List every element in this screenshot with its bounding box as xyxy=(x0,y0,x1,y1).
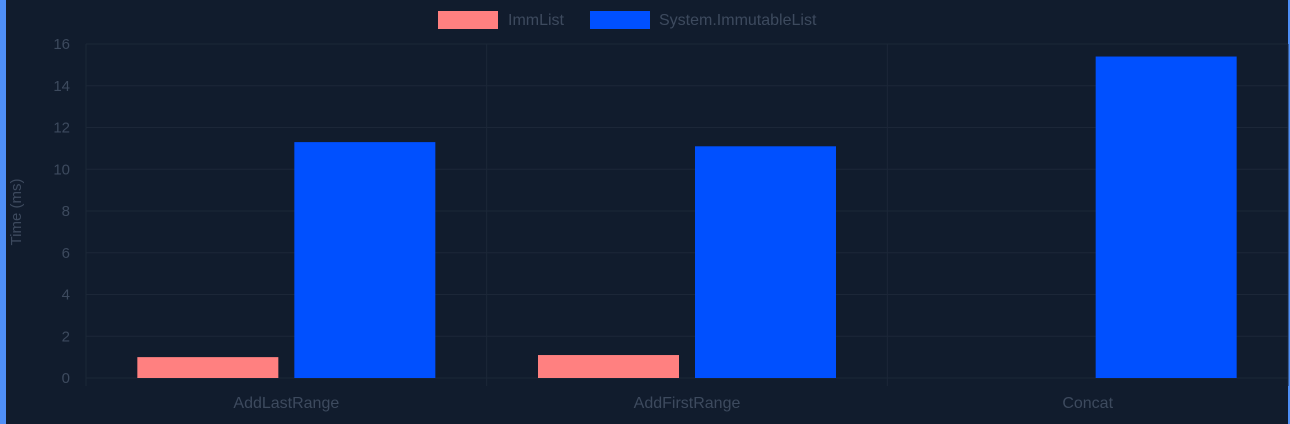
y-tick-label: 12 xyxy=(53,120,70,137)
y-tick-label: 16 xyxy=(53,36,70,53)
y-tick-label: 10 xyxy=(53,161,70,178)
y-tick-label: 14 xyxy=(53,78,70,95)
legend-label[interactable]: System.ImmutableList xyxy=(659,12,817,29)
legend-label[interactable]: ImmList xyxy=(508,12,565,29)
right-accent-bar xyxy=(1288,0,1290,424)
y-tick-label: 0 xyxy=(62,370,70,387)
legend-swatch-immlist[interactable] xyxy=(438,11,498,29)
x-tick-label: AddLastRange xyxy=(233,395,339,412)
y-tick-labels: 0 2 4 6 8 10 12 14 16 xyxy=(53,36,70,387)
x-tick-label: AddFirstRange xyxy=(634,395,741,412)
bar-system-immutablelist-concat[interactable] xyxy=(1095,56,1237,379)
y-tick-label: 8 xyxy=(62,203,70,220)
y-tick-label: 2 xyxy=(62,328,70,345)
y-tick-label: 4 xyxy=(62,287,70,304)
left-accent-bar xyxy=(0,0,6,424)
x-tick-label: Concat xyxy=(1062,395,1113,412)
legend-swatch-system-immutablelist[interactable] xyxy=(590,11,650,29)
x-tick-labels: AddLastRange AddFirstRange Concat xyxy=(233,395,1113,412)
bar-system-immutablelist-addlastrange[interactable] xyxy=(294,142,436,378)
legend: ImmList System.ImmutableList xyxy=(438,11,817,29)
bar-immlist-addfirstrange[interactable] xyxy=(538,355,679,378)
y-tick-label: 6 xyxy=(62,245,70,262)
grid-layer xyxy=(85,43,1289,386)
y-axis-label: Time (ms) xyxy=(8,179,25,246)
bar-system-immutablelist-addfirstrange[interactable] xyxy=(695,146,836,378)
bar-immlist-addlastrange[interactable] xyxy=(137,357,279,378)
bars xyxy=(137,56,1237,379)
